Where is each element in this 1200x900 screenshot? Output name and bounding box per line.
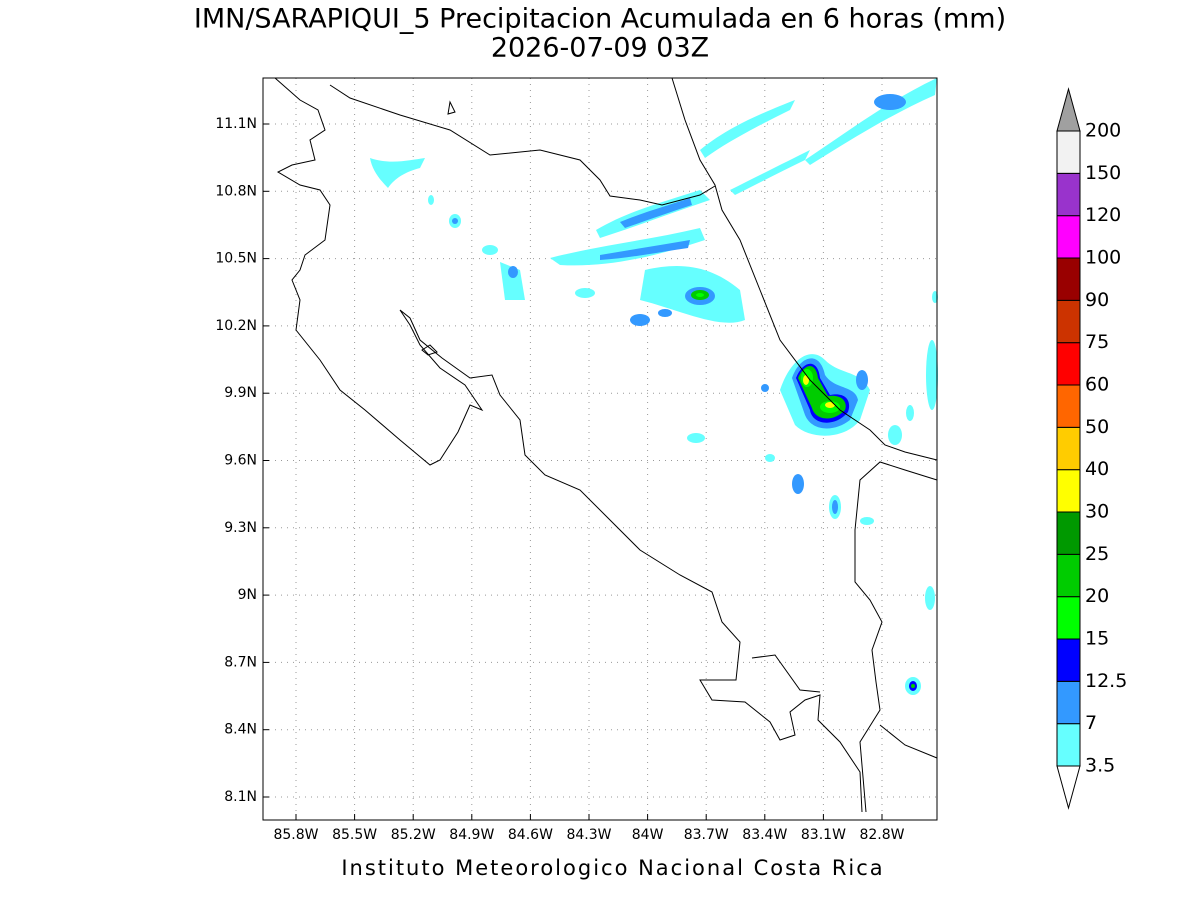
lat-tick-label: 9.6N xyxy=(224,453,257,469)
colorbar-box xyxy=(1056,257,1081,301)
lon-tick-label: 82.8W xyxy=(859,827,904,843)
colorbar-box xyxy=(1056,215,1081,259)
lat-tick-label: 8.1N xyxy=(224,789,257,805)
colorbar-triangle xyxy=(1056,765,1081,810)
lat-tick-label: 10.2N xyxy=(215,318,257,334)
lat-tick-label: 11.1N xyxy=(215,116,257,132)
lat-tick-label: 9.9N xyxy=(224,385,257,401)
colorbar-box xyxy=(1056,469,1081,513)
colorbar-box xyxy=(1056,511,1081,555)
colorbar-box xyxy=(1056,638,1081,682)
colorbar-label: 7 xyxy=(1085,712,1097,734)
colorbar-label: 15 xyxy=(1085,628,1109,650)
coastlines xyxy=(274,77,938,813)
lon-tick-label: 83.1W xyxy=(801,827,846,843)
colorbar-label: 100 xyxy=(1085,247,1121,269)
lon-tick-label: 84.6W xyxy=(508,827,553,843)
lat-tick-label: 9.3N xyxy=(224,520,257,536)
lon-tick-label: 85.2W xyxy=(391,827,436,843)
colorbar-label: 20 xyxy=(1085,585,1109,607)
colorbar-label: 90 xyxy=(1085,289,1109,311)
lon-tick-label: 83.7W xyxy=(684,827,729,843)
colorbar-box xyxy=(1056,342,1081,386)
colorbar-box xyxy=(1056,426,1081,471)
lat-tick-label: 10.5N xyxy=(215,251,257,267)
lat-tick-label: 8.4N xyxy=(224,722,257,738)
subtitle: 2026-07-09 03Z xyxy=(491,33,709,64)
grid: 85.8W 85.5W 85.2W 84.9W 84.6W 84.3W 84W 83.7W 83… xyxy=(215,78,937,843)
colorbar: 3.5 7 12.5 15 20 25 30 40 50 60 75 90 100 120 150 200 xyxy=(1056,87,1127,810)
colorbar-label: 40 xyxy=(1085,458,1109,480)
lon-tick-label: 83.4W xyxy=(742,827,787,843)
colorbar-label: 120 xyxy=(1085,204,1121,226)
colorbar-label: 75 xyxy=(1085,331,1109,353)
map-frame xyxy=(262,77,938,821)
colorbar-label: 150 xyxy=(1085,162,1121,184)
colorbar-box xyxy=(1056,130,1081,174)
colorbar-box xyxy=(1056,680,1081,725)
colorbar-box xyxy=(1056,553,1081,598)
colorbar-box xyxy=(1056,299,1081,344)
colorbar-label: 3.5 xyxy=(1085,755,1115,777)
colorbar-box xyxy=(1056,384,1081,428)
colorbar-label: 25 xyxy=(1085,543,1109,565)
lat-tick-label: 8.7N xyxy=(224,654,257,670)
lon-tick-label: 85.5W xyxy=(332,827,377,843)
colorbar-box xyxy=(1056,723,1081,767)
colorbar-box xyxy=(1056,172,1081,217)
lat-tick-label: 9N xyxy=(238,587,257,603)
colorbar-label: 200 xyxy=(1085,120,1121,142)
title: IMN/SARAPIQUI_5 Precipitacion Acumulada … xyxy=(194,4,1006,35)
precipitation xyxy=(370,78,938,695)
lat-tick-label: 10.8N xyxy=(215,183,257,199)
colorbar-label: 50 xyxy=(1085,416,1109,438)
colorbar-label: 60 xyxy=(1085,374,1109,396)
footer: Instituto Meteorologico Nacional Costa R… xyxy=(341,856,884,880)
lon-tick-label: 84W xyxy=(632,827,664,843)
colorbar-label: 30 xyxy=(1085,501,1109,523)
colorbar-box xyxy=(1056,596,1081,640)
colorbar-label: 12.5 xyxy=(1085,670,1127,692)
lon-tick-label: 84.3W xyxy=(566,827,611,843)
colorbar-triangle xyxy=(1056,87,1081,132)
lon-tick-label: 84.9W xyxy=(449,827,494,843)
lon-tick-label: 85.8W xyxy=(273,827,318,843)
